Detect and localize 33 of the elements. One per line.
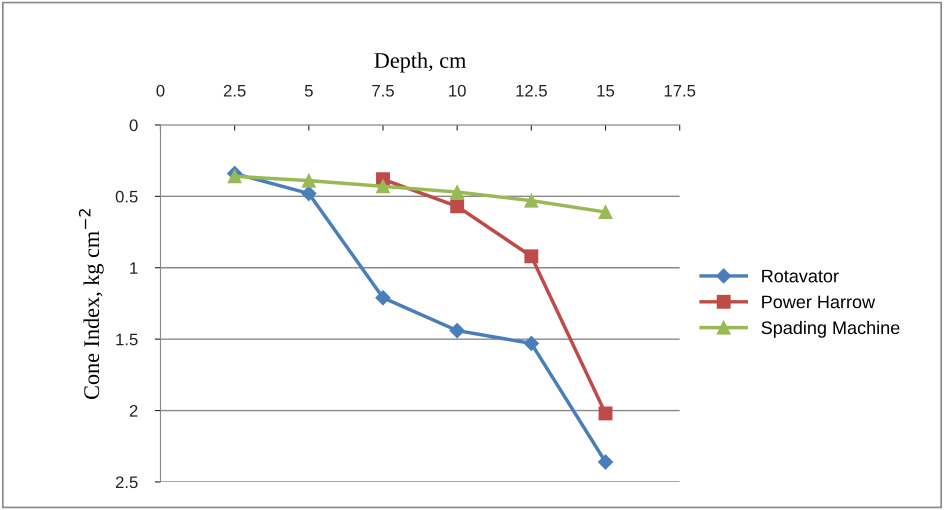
- point: [228, 169, 242, 184]
- y-axis-title: Cone Index, kg cm$^{−2}$: [78, 209, 104, 399]
- point: [301, 186, 316, 202]
- point: [302, 174, 316, 188]
- x-tick-label: 2.5: [224, 84, 246, 97]
- x-tick-label: 10: [449, 84, 466, 97]
- point: [598, 454, 614, 470]
- point: [376, 179, 390, 194]
- legend-label: Power Harrow: [762, 296, 876, 308]
- legend-label: Rotavator: [762, 270, 839, 282]
- y-tick-label: 0: [130, 119, 138, 132]
- point: [524, 249, 538, 264]
- x-tick-label: 5: [304, 85, 313, 97]
- y-tick-label: 2: [130, 404, 138, 417]
- point: [524, 336, 539, 352]
- y-tick-label: 0.5: [116, 190, 138, 203]
- legend-label: Spading Machine: [762, 320, 900, 338]
- x-tick-label: 15: [598, 85, 614, 97]
- point: [450, 199, 464, 214]
- x-tick-label: 12.5: [516, 84, 547, 97]
- x-axis-title: Depth, cm: [374, 52, 466, 72]
- point: [450, 185, 464, 200]
- y-tick-label: 2.5: [116, 476, 138, 488]
- x-tick-label: 17.5: [664, 85, 696, 97]
- point: [450, 323, 465, 338]
- point: [598, 205, 612, 220]
- y-tick-label: 1.5: [116, 334, 138, 346]
- point: [524, 194, 538, 208]
- point: [598, 406, 612, 420]
- y-tick-label: 1: [130, 262, 138, 274]
- x-tick-label: 7.5: [372, 85, 394, 97]
- x-tick-label: 0: [156, 84, 164, 97]
- point: [375, 290, 391, 306]
